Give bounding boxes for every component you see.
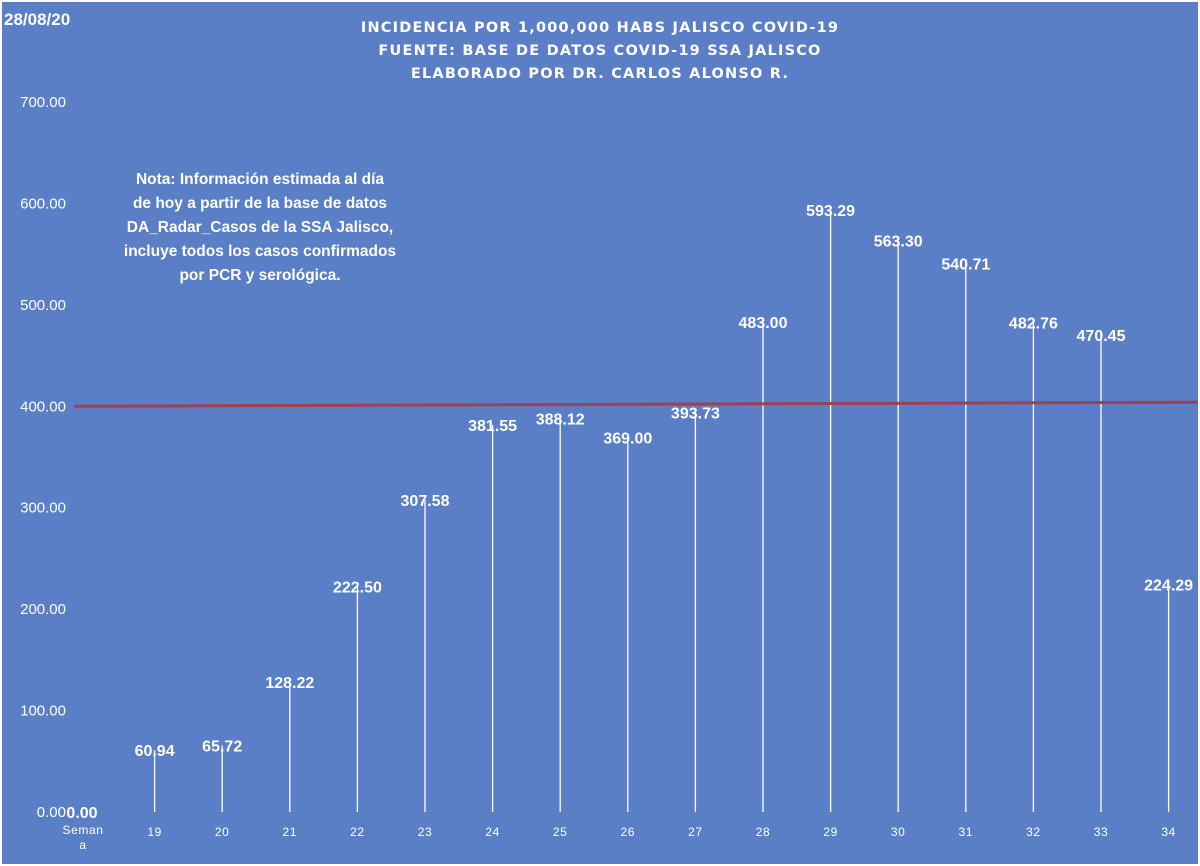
data-label: 381.55 xyxy=(468,418,517,435)
x-tick-label: 34 xyxy=(1161,825,1176,839)
x-tick-label: 26 xyxy=(621,825,636,839)
x-tick-label: 31 xyxy=(959,825,974,839)
data-label: 60.94 xyxy=(135,743,175,760)
note-annotation: Nota: Información estimada al día de hoy… xyxy=(124,171,396,284)
x-tick-label: 33 xyxy=(1094,825,1109,839)
title-line-2: FUENTE: BASE DE DATOS COVID-19 SSA JALIS… xyxy=(378,43,821,59)
y-tick-label: 500.00 xyxy=(20,297,66,314)
y-tick-label: 700.00 xyxy=(20,94,66,111)
y-tick-label: 100.00 xyxy=(20,703,66,720)
y-tick-label: 600.00 xyxy=(20,195,66,212)
y-tick-label: 200.00 xyxy=(20,601,66,618)
x-tick-label: 24 xyxy=(485,825,500,839)
note-line-2: de hoy a partir de la base de datos xyxy=(133,195,387,212)
y-tick-label: 400.00 xyxy=(20,398,66,415)
y-tick-label: 300.00 xyxy=(20,500,66,517)
data-label: 483.00 xyxy=(739,315,788,332)
data-label: 563.30 xyxy=(874,234,923,251)
x-tick-label: 28 xyxy=(756,825,771,839)
y-axis-ticks: 0.00 100.00 200.00 300.00 400.00 500.00 600.00… xyxy=(20,94,66,821)
data-label: 593.29 xyxy=(806,203,855,220)
x-tick-label: 19 xyxy=(147,825,162,839)
note-line-3: DA_Radar_Casos de la SSA Jalisco, xyxy=(127,219,394,236)
data-label: 0.00 xyxy=(66,805,97,822)
note-line-5: por PCR y serológica. xyxy=(179,267,340,284)
x-tick-label: 22 xyxy=(350,825,365,839)
data-label: 470.45 xyxy=(1077,328,1126,345)
y-tick-label: 0.00 xyxy=(37,804,66,821)
data-label: 540.71 xyxy=(941,257,990,274)
note-line-4: incluye todos los casos confirmados xyxy=(124,243,396,260)
data-label: 224.29 xyxy=(1144,578,1193,595)
data-label: 307.58 xyxy=(401,493,450,510)
note-line-1: Nota: Información estimada al día xyxy=(136,171,384,188)
data-label: 65.72 xyxy=(202,738,242,755)
data-label: 222.50 xyxy=(333,579,382,596)
x-tick-label: Seman a xyxy=(62,823,103,852)
x-tick-label: 32 xyxy=(1026,825,1041,839)
reference-line xyxy=(73,400,1198,408)
x-tick-label: 23 xyxy=(418,825,433,839)
x-tick-label: 29 xyxy=(823,825,838,839)
data-label: 128.22 xyxy=(265,675,314,692)
x-tick-label: 21 xyxy=(283,825,298,839)
x-tick-label: 30 xyxy=(891,825,906,839)
date-label: 28/08/20 xyxy=(4,10,70,29)
data-label: 482.76 xyxy=(1009,315,1058,332)
x-tick-label: 20 xyxy=(215,825,230,839)
chart-title: INCIDENCIA POR 1,000,000 HABS JALISCO CO… xyxy=(361,20,839,82)
x-tick-label: 27 xyxy=(688,825,703,839)
data-label: 393.73 xyxy=(671,406,720,423)
x-axis-ticks: Seman a 19 20 21 22 23 24 25 26 27 28 29 30 31 32 33 34 xyxy=(62,823,1175,852)
bars xyxy=(153,210,1170,812)
x-tick-label: 25 xyxy=(553,825,568,839)
data-label: 388.12 xyxy=(536,411,585,428)
data-label: 369.00 xyxy=(603,431,652,448)
title-line-1: INCIDENCIA POR 1,000,000 HABS JALISCO CO… xyxy=(361,20,839,36)
title-line-3: ELABORADO POR DR. CARLOS ALONSO R. xyxy=(411,66,789,82)
reference-line-group xyxy=(73,400,1198,408)
data-labels: 0.00 60.94 65.72 128.22 222.50 307.58 381.55 38… xyxy=(66,203,1193,822)
